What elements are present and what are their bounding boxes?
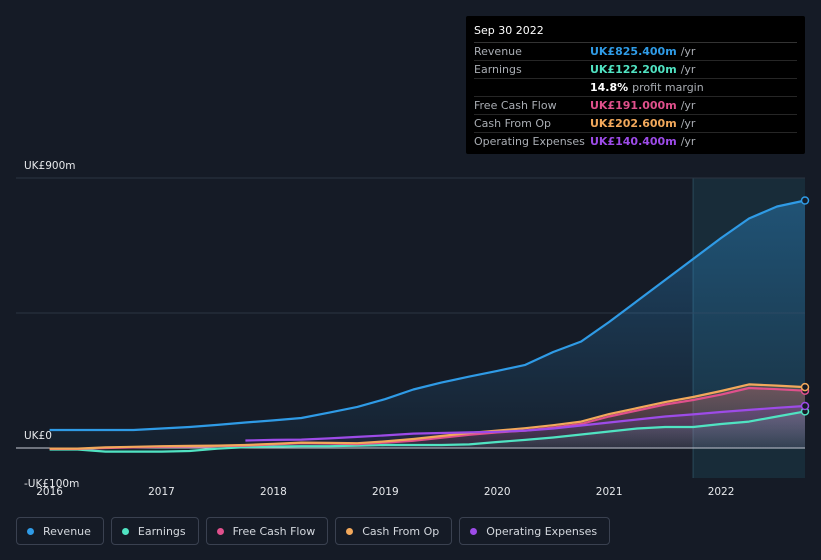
legend-item-free-cash-flow[interactable]: Free Cash Flow <box>205 517 329 545</box>
legend-label: Free Cash Flow <box>232 524 316 538</box>
tooltip-unit: /yr <box>680 63 696 76</box>
legend-label: Operating Expenses <box>486 524 598 538</box>
tooltip-row-operating-expenses: Operating Expenses UK£140.400m /yr <box>474 133 797 150</box>
legend-item-earnings[interactable]: Earnings <box>110 517 199 545</box>
x-axis-labels: 2016 2017 2018 2019 2020 2021 2022 <box>36 486 734 498</box>
tooltip-row-free-cash-flow: Free Cash Flow UK£191.000m /yr <box>474 97 797 115</box>
x-tick-label: 2017 <box>148 486 175 498</box>
legend-label: Earnings <box>137 524 186 538</box>
tooltip-value: UK£202.600m <box>590 117 677 130</box>
line-revenue <box>49 199 806 432</box>
legend-dot-icon <box>121 527 129 535</box>
data-tooltip: Sep 30 2022 Revenue UK£825.400m /yr Earn… <box>466 16 805 154</box>
y-axis-labels: UK£900m UK£0 -UK£100m <box>24 160 79 490</box>
tooltip-value: UK£122.200m <box>590 63 677 76</box>
tooltip-label: Free Cash Flow <box>474 99 557 112</box>
tooltip-row-profit-margin: 14.8% profit margin <box>474 79 797 97</box>
tooltip-value: UK£191.000m <box>590 99 677 112</box>
x-tick-label: 2022 <box>708 486 735 498</box>
legend-item-revenue[interactable]: Revenue <box>16 517 104 545</box>
line-earnings <box>49 410 806 453</box>
tooltip-unit: /yr <box>680 117 696 130</box>
area-revenue <box>49 200 806 448</box>
tooltip-label: Operating Expenses <box>474 135 585 148</box>
tooltip-label: Earnings <box>474 63 522 76</box>
x-tick-label: 2019 <box>372 486 399 498</box>
tooltip-row-earnings: Earnings UK£122.200m /yr <box>474 61 797 79</box>
y-tick-label: -UK£100m <box>24 478 79 490</box>
series-lines <box>49 199 806 453</box>
tooltip-label <box>474 79 590 96</box>
tooltip-label: Cash From Op <box>474 117 552 130</box>
tooltip-unit: /yr <box>680 99 696 112</box>
legend-item-cash-from-op[interactable]: Cash From Op <box>335 517 453 545</box>
tooltip-date: Sep 30 2022 <box>474 22 797 43</box>
x-tick-label: 2016 <box>36 486 63 498</box>
tooltip-row-revenue: Revenue UK£825.400m /yr <box>474 43 797 61</box>
end-marker-operating_expenses <box>800 401 810 411</box>
legend-item-operating-expenses[interactable]: Operating Expenses <box>459 517 611 545</box>
y-tick-label: UK£0 <box>24 430 52 442</box>
x-tick-label: 2021 <box>596 486 623 498</box>
legend-dot-icon <box>346 527 354 535</box>
tooltip-unit: profit margin <box>632 81 704 94</box>
legend-dot-icon <box>470 527 478 535</box>
legend-dot-icon <box>216 527 224 535</box>
tooltip-value: UK£825.400m <box>590 45 677 58</box>
legend-dot-icon <box>27 527 34 535</box>
end-marker-revenue <box>800 196 810 205</box>
chart-legend: Revenue Earnings Free Cash Flow Cash Fro… <box>16 517 617 545</box>
tooltip-value: UK£140.400m <box>590 135 677 148</box>
legend-label: Cash From Op <box>362 524 440 538</box>
legend-label: Revenue <box>43 524 91 538</box>
end-marker-cash_from_op <box>800 382 810 392</box>
line-cash_from_op <box>49 383 806 450</box>
line-operating_expenses <box>245 404 806 442</box>
series-end-markers <box>800 196 810 416</box>
tooltip-unit: /yr <box>680 135 696 148</box>
tooltip-row-cash-from-op: Cash From Op UK£202.600m /yr <box>474 115 797 133</box>
x-tick-label: 2020 <box>484 486 511 498</box>
tooltip-unit: /yr <box>680 45 696 58</box>
x-tick-label: 2018 <box>260 486 287 498</box>
tooltip-label: Revenue <box>474 45 522 58</box>
y-tick-label: UK£900m <box>24 160 76 172</box>
tooltip-value: 14.8% <box>590 81 629 94</box>
